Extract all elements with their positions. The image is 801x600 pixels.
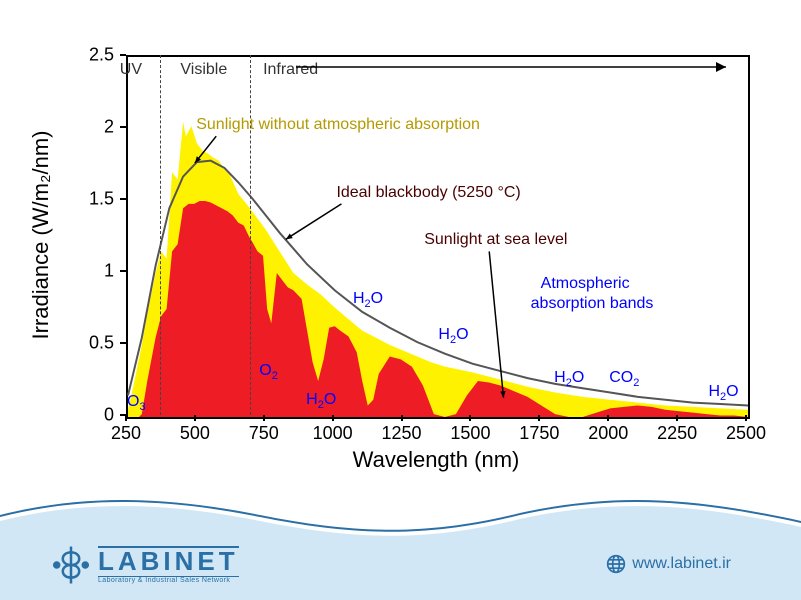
x-tick-mark: [194, 415, 196, 421]
x-tick-label: 1250: [382, 423, 422, 444]
x-tick-label: 1500: [450, 423, 490, 444]
x-tick-mark: [607, 415, 609, 421]
x-tick-label: 2250: [657, 423, 697, 444]
logo: LABINET Laboratory & Industrial Sales Ne…: [50, 544, 239, 586]
molecule-label: O3: [127, 393, 146, 413]
y-tick-label: 1: [104, 261, 114, 282]
logo-text: LABINET Laboratory & Industrial Sales Ne…: [98, 546, 239, 583]
molecule-label: H2O: [353, 290, 383, 310]
molecule-label: H2O: [708, 383, 738, 403]
y-tick-label: 1.5: [89, 189, 114, 210]
x-tick-mark: [538, 415, 540, 421]
x-tick-label: 1000: [313, 423, 353, 444]
website-link[interactable]: www.labinet.ir: [606, 554, 731, 574]
x-tick-label: 1750: [519, 423, 559, 444]
annotation-extraterrestrial: Sunlight without atmospheric absorption: [196, 116, 480, 134]
x-tick-label: 2000: [588, 423, 628, 444]
molecule-label: H2O: [554, 369, 584, 389]
logo-icon: [50, 544, 92, 586]
annotation-bands-1: Atmospheric: [541, 275, 630, 293]
x-axis-label: Wavelength (nm): [353, 447, 520, 473]
annotation-bands-2: absorption bands: [531, 295, 654, 313]
molecule-label: H2O: [306, 391, 336, 411]
molecule-label: O2: [259, 362, 278, 382]
chart-area: Irradiance (W/m₂/nm) UVVisibleInfrared 0…: [26, 35, 775, 485]
y-tick-label: 2.5: [89, 45, 114, 66]
globe-icon: [606, 554, 626, 574]
chart-card: Irradiance (W/m₂/nm) UVVisibleInfrared 0…: [26, 35, 775, 485]
annotation-blackbody: Ideal blackbody (5250 °C): [336, 184, 520, 202]
website-url: www.labinet.ir: [632, 555, 731, 573]
x-tick-label: 2500: [726, 423, 766, 444]
molecule-label: CO2: [609, 369, 639, 389]
x-tick-label: 250: [111, 423, 141, 444]
x-tick-mark: [332, 415, 334, 421]
x-tick-mark: [125, 415, 127, 421]
x-tick-mark: [745, 415, 747, 421]
x-tick-mark: [401, 415, 403, 421]
y-axis-label: Irradiance (W/m₂/nm): [28, 130, 54, 339]
y-tick-label: 0.5: [89, 333, 114, 354]
x-tick-mark: [263, 415, 265, 421]
x-tick-mark: [469, 415, 471, 421]
logo-sub: Laboratory & Industrial Sales Network: [98, 577, 239, 584]
annotation-sea-level: Sunlight at sea level: [424, 231, 567, 249]
page-container: Irradiance (W/m₂/nm) UVVisibleInfrared 0…: [0, 0, 801, 600]
x-tick-label: 500: [180, 423, 210, 444]
x-tick-mark: [676, 415, 678, 421]
x-tick-label: 750: [249, 423, 279, 444]
y-tick-label: 2: [104, 117, 114, 138]
molecule-label: H2O: [438, 326, 468, 346]
logo-main: LABINET: [98, 546, 239, 576]
